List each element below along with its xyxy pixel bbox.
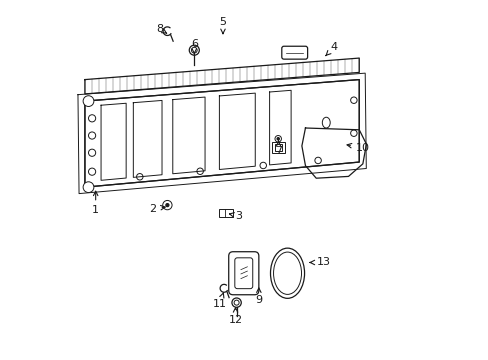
Bar [271, 142, 285, 153]
Text: 1: 1 [92, 191, 99, 216]
Polygon shape [85, 80, 359, 187]
FancyBboxPatch shape [228, 252, 258, 295]
Circle shape [165, 204, 168, 207]
Bar [218, 209, 233, 217]
Bar [274, 144, 282, 151]
FancyBboxPatch shape [281, 46, 307, 59]
Circle shape [83, 182, 94, 193]
Circle shape [83, 96, 94, 107]
Text: 5: 5 [219, 17, 226, 33]
Circle shape [277, 138, 279, 140]
Text: 6: 6 [190, 39, 197, 54]
Text: 7: 7 [274, 141, 282, 156]
Text: 4: 4 [325, 42, 337, 56]
Text: 3: 3 [229, 211, 242, 221]
Text: 11: 11 [212, 293, 226, 309]
Text: 2: 2 [149, 204, 165, 214]
Text: 12: 12 [228, 308, 242, 325]
Text: 8: 8 [156, 24, 166, 35]
Text: 10: 10 [346, 143, 369, 153]
Ellipse shape [270, 248, 304, 298]
Text: 9: 9 [255, 288, 262, 305]
Text: 13: 13 [309, 257, 330, 267]
